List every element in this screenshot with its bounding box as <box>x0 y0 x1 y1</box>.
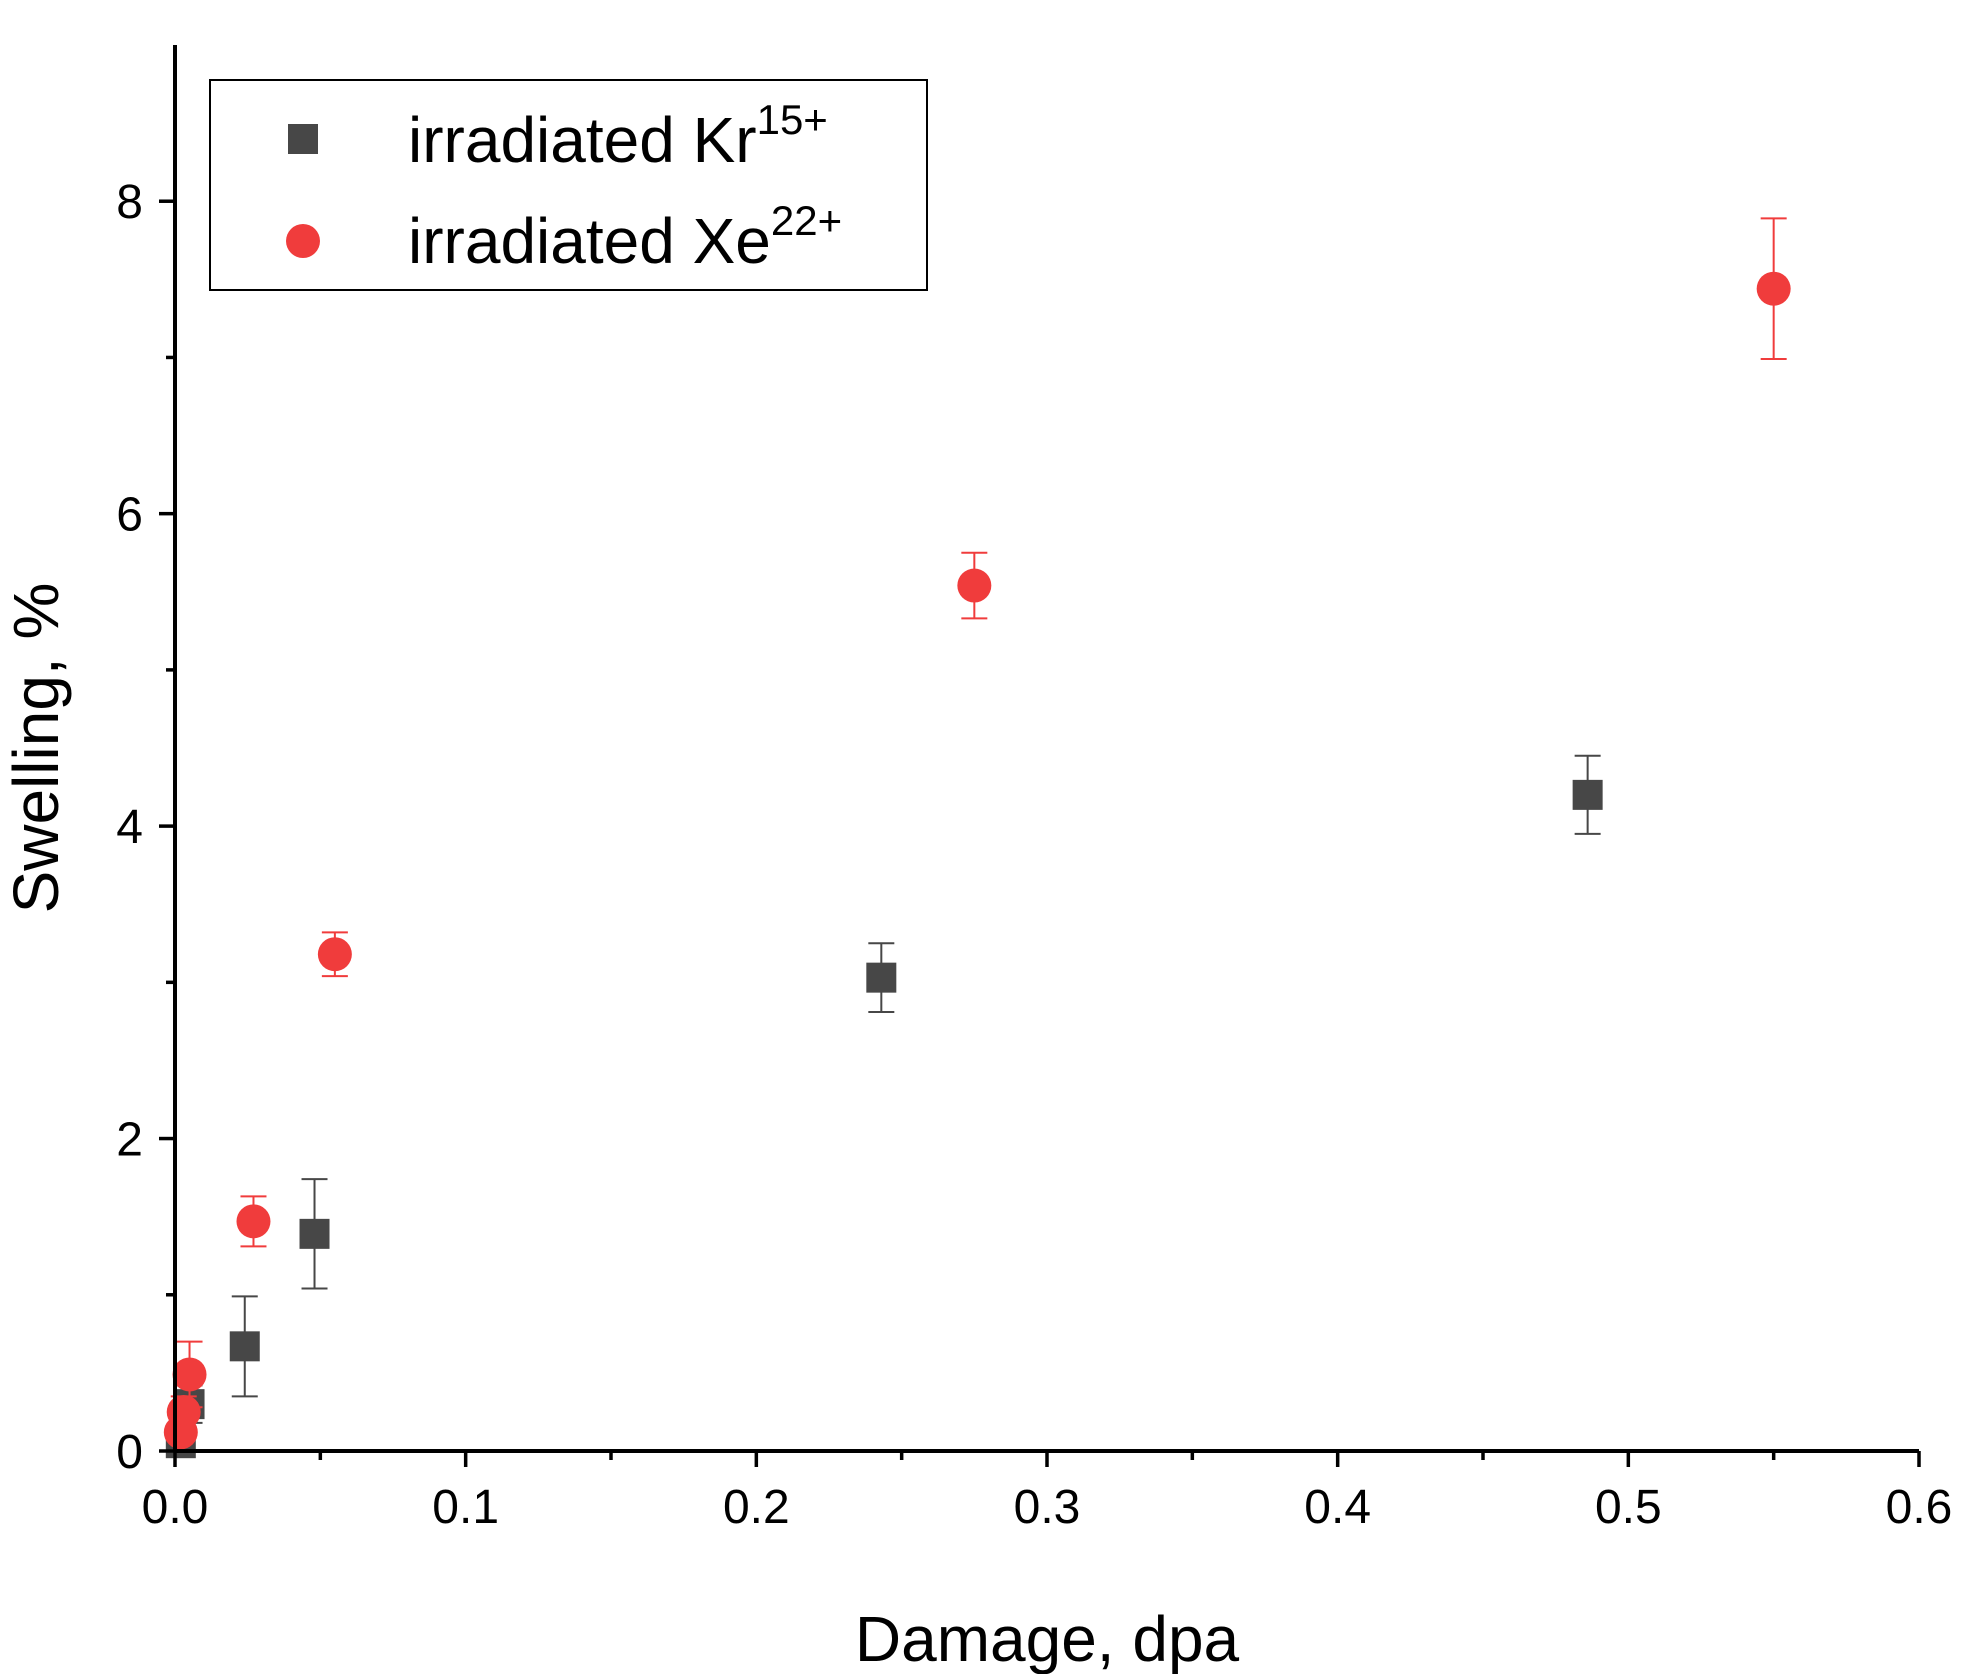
x-tick-label: 0.0 <box>142 1481 209 1534</box>
x-tick-label: 0.3 <box>1014 1481 1081 1534</box>
data-point-square <box>299 1218 330 1249</box>
series-kr <box>165 754 1603 1459</box>
data-point-circle <box>1756 271 1791 306</box>
y-tick-label: 6 <box>116 489 143 542</box>
y-tick-label: 0 <box>116 1426 143 1479</box>
legend-marker-kr <box>288 124 318 154</box>
data-point-circle <box>317 937 352 972</box>
legend: irradiated Kr15+ irradiated Xe22+ <box>209 79 928 291</box>
x-tick-label: 0.1 <box>432 1481 499 1534</box>
series-xe <box>163 217 1791 1450</box>
legend-label-kr: irradiated Kr15+ <box>408 96 828 176</box>
x-axis-title: Damage, dpa <box>855 1603 1240 1674</box>
plot-area <box>163 217 1791 1459</box>
x-tick-label: 0.4 <box>1304 1481 1371 1534</box>
data-point-circle <box>236 1204 271 1239</box>
legend-label-kr-name: irradiated Kr <box>408 104 757 176</box>
y-axis-title: Swelling, % <box>0 583 72 914</box>
x-tick-label: 0.6 <box>1886 1481 1953 1534</box>
y-tick-label: 8 <box>116 176 143 229</box>
data-point-square <box>1572 779 1603 810</box>
legend-label-kr-superscript: 15+ <box>757 96 828 143</box>
data-point-square <box>866 962 897 993</box>
data-point-circle <box>172 1357 207 1392</box>
legend-label-xe-superscript: 22+ <box>771 197 842 244</box>
legend-label-xe: irradiated Xe22+ <box>408 197 842 277</box>
y-tick-label: 2 <box>116 1114 143 1167</box>
data-point-circle <box>957 568 992 603</box>
data-point-circle <box>166 1394 201 1429</box>
legend-label-xe-name: irradiated Xe <box>408 205 771 277</box>
y-tick-label: 4 <box>116 801 143 854</box>
ticks: 0.0 0.1 0.2 0.3 0.4 0.5 0.6 0 2 4 6 8 <box>116 176 1952 1534</box>
x-tick-label: 0.2 <box>723 1481 790 1534</box>
legend-marker-xe <box>286 224 320 258</box>
legend-box <box>209 79 928 291</box>
x-tick-label: 0.5 <box>1595 1481 1662 1534</box>
data-point-square <box>229 1331 260 1362</box>
